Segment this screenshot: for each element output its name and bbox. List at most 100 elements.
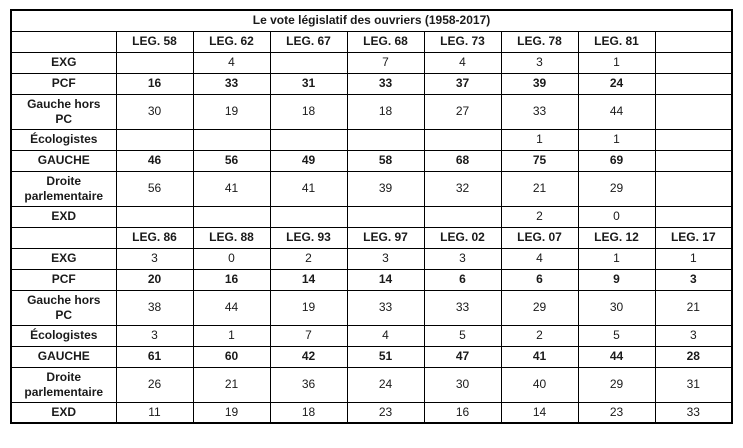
value-cell (269, 51, 348, 74)
value-cell: 16 (423, 401, 502, 424)
value-cell: 41 (500, 345, 579, 368)
value-cell: 3 (346, 247, 425, 270)
value-cell: 33 (500, 93, 579, 130)
corner-cell (10, 226, 117, 249)
value-cell: 44 (577, 345, 656, 368)
value-cell: 19 (269, 289, 348, 326)
value-cell: 19 (192, 93, 271, 130)
value-cell: 21 (654, 289, 733, 326)
table-row: Gauche hors PC 30 19 18 18 27 33 44 (10, 93, 733, 130)
value-cell: 30 (115, 93, 194, 130)
value-cell: 1 (192, 324, 271, 347)
value-cell: 18 (269, 401, 348, 424)
value-cell: 40 (500, 366, 579, 403)
value-cell (192, 205, 271, 228)
column-header-row: LEG. 58 LEG. 62 LEG. 67 LEG. 68 LEG. 73 LEG. … (10, 30, 733, 53)
value-cell: 39 (346, 170, 425, 207)
value-cell: 4 (423, 51, 502, 74)
value-cell (654, 72, 733, 95)
value-cell: 33 (346, 289, 425, 326)
column-header-row: LEG. 86 LEG. 88 LEG. 93 LEG. 97 LEG. 02 LEG. … (10, 226, 733, 249)
value-cell: 21 (192, 366, 271, 403)
row-label-text: PCF (51, 76, 76, 90)
value-cell: 38 (115, 289, 194, 326)
table-row: Écologistes 1 1 (10, 128, 733, 151)
value-cell: 33 (654, 401, 733, 424)
row-label-text: EXD (51, 404, 77, 419)
table-title: Le vote législatif des ouvriers (1958-20… (10, 9, 733, 32)
vote-table: Le vote législatif des ouvriers (1958-20… (10, 9, 734, 424)
column-header: LEG. 12 (577, 226, 656, 249)
value-cell (115, 128, 194, 151)
table-row: EXG 4 7 4 3 1 (10, 51, 733, 74)
value-cell (654, 149, 733, 172)
value-cell: 39 (500, 72, 579, 95)
row-label: Écologistes (10, 128, 117, 151)
row-label-text: Écologistes (30, 328, 98, 342)
value-cell: 14 (269, 268, 348, 291)
table-row: Gauche hors PC 38 44 19 33 33 29 30 21 (10, 289, 733, 326)
value-cell (346, 205, 425, 228)
row-label: Gauche hors PC (10, 289, 117, 326)
value-cell: 68 (423, 149, 502, 172)
value-cell: 3 (500, 51, 579, 74)
table-row: Droite parlementaire 26 21 36 24 30 40 29 31 (10, 366, 733, 403)
column-header: LEG. 02 (423, 226, 502, 249)
row-label-text: PCF (51, 272, 76, 286)
value-cell: 1 (500, 128, 579, 151)
value-cell: 1 (577, 128, 656, 151)
value-cell: 5 (423, 324, 502, 347)
row-label-text: EXD (51, 209, 77, 223)
row-label-text: EXG (51, 251, 77, 265)
row-label-text: Gauche hors PC (27, 292, 101, 322)
value-cell: 41 (269, 170, 348, 207)
column-header: LEG. 93 (269, 226, 348, 249)
value-cell: 16 (115, 72, 194, 95)
value-cell: 23 (346, 401, 425, 424)
value-cell (654, 128, 733, 151)
column-header: LEG. 58 (115, 30, 194, 53)
row-label: GAUCHE (10, 345, 117, 368)
value-cell: 31 (269, 72, 348, 95)
row-label-text: EXG (51, 55, 77, 69)
row-label: Gauche hors PC (10, 93, 117, 130)
value-cell: 29 (500, 289, 579, 326)
row-label: EXG (10, 51, 117, 74)
table-row: EXG 3 0 2 3 3 4 1 1 (10, 247, 733, 270)
value-cell: 2 (269, 247, 348, 270)
column-header: LEG. 67 (269, 30, 348, 53)
value-cell: 1 (654, 247, 733, 270)
value-cell: 11 (115, 401, 194, 424)
value-cell: 46 (115, 149, 194, 172)
column-header (654, 30, 733, 53)
value-cell: 61 (115, 345, 194, 368)
value-cell: 9 (577, 268, 656, 291)
value-cell (269, 128, 348, 151)
value-cell: 27 (423, 93, 502, 130)
value-cell: 3 (115, 247, 194, 270)
value-cell: 3 (654, 268, 733, 291)
row-label: Droite parlementaire (10, 366, 117, 403)
value-cell: 4 (500, 247, 579, 270)
column-header: LEG. 68 (346, 30, 425, 53)
table-row: GAUCHE 61 60 42 51 47 41 44 28 (10, 345, 733, 368)
value-cell: 44 (192, 289, 271, 326)
value-cell: 29 (577, 170, 656, 207)
value-cell: 28 (654, 345, 733, 368)
value-cell: 16 (192, 268, 271, 291)
value-cell: 56 (115, 170, 194, 207)
corner-cell (10, 30, 117, 53)
column-header: LEG. 86 (115, 226, 194, 249)
value-cell: 5 (577, 324, 656, 347)
value-cell: 33 (192, 72, 271, 95)
value-cell: 30 (577, 289, 656, 326)
value-cell: 37 (423, 72, 502, 95)
vote-table-container: Le vote législatif des ouvriers (1958-20… (10, 9, 734, 424)
value-cell (654, 170, 733, 207)
row-label-text: GAUCHE (37, 349, 90, 363)
value-cell: 32 (423, 170, 502, 207)
row-label: EXG (10, 247, 117, 270)
value-cell: 0 (192, 247, 271, 270)
title-row: Le vote législatif des ouvriers (1958-20… (10, 9, 733, 32)
